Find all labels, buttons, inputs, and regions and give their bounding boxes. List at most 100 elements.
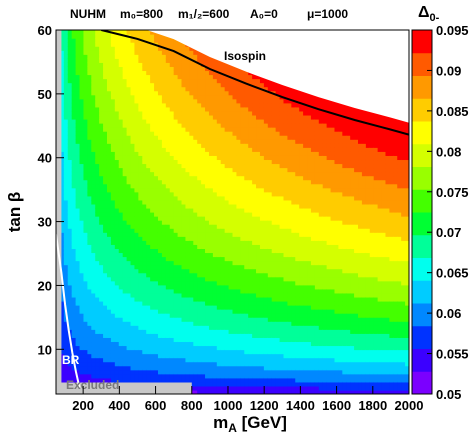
- heatmap-cell: [154, 353, 159, 359]
- heatmap-cell: [122, 296, 128, 302]
- heatmap-cell: [208, 94, 214, 100]
- heatmap-cell: [205, 203, 210, 209]
- heatmap-cell: [193, 236, 198, 241]
- heatmap-cell: [146, 292, 151, 298]
- heatmap-cell: [169, 42, 175, 47]
- heatmap-cell: [67, 288, 73, 294]
- heatmap-cell: [126, 276, 132, 282]
- heatmap-cell: [244, 110, 249, 116]
- heatmap-cell: [122, 143, 128, 148]
- heatmap-cell: [244, 252, 249, 258]
- heatmap-cell: [216, 268, 222, 274]
- heatmap-cell: [91, 341, 96, 347]
- heatmap-cell: [256, 143, 261, 148]
- heatmap-cell: [106, 66, 112, 72]
- heatmap-cell: [126, 70, 132, 76]
- heatmap-cell: [142, 94, 147, 100]
- heatmap-cell: [150, 321, 155, 326]
- heatmap-cell: [103, 54, 108, 59]
- heatmap-cell: [99, 248, 104, 254]
- heatmap-cell: [161, 292, 167, 298]
- heatmap-cell: [146, 78, 151, 84]
- heatmap-cell: [142, 127, 147, 132]
- heatmap-cell: [197, 373, 202, 379]
- heatmap-cell: [205, 309, 210, 314]
- heatmap-cell: [236, 207, 241, 213]
- heatmap-cell: [59, 175, 65, 181]
- heatmap-cell: [216, 337, 222, 343]
- heatmap-cell: [201, 98, 206, 104]
- heatmap-cell: [256, 325, 261, 330]
- heatmap-cell: [87, 248, 92, 254]
- heatmap-cell: [228, 90, 234, 96]
- heatmap-cell: [173, 155, 179, 161]
- heatmap-cell: [146, 110, 151, 116]
- heatmap-cell: [208, 284, 214, 290]
- heatmap-cell: [75, 361, 81, 367]
- heatmap-cell: [126, 114, 132, 120]
- heatmap-cell: [114, 365, 120, 371]
- heatmap-cell: [157, 34, 163, 39]
- heatmap-cell: [87, 66, 92, 72]
- heatmap-cell: [248, 220, 253, 225]
- heatmap-cell: [99, 309, 104, 314]
- heatmap-cell: [134, 309, 139, 314]
- heatmap-cell: [106, 284, 112, 290]
- heatmap-cell: [197, 272, 202, 278]
- heatmap-cell: [181, 309, 187, 314]
- heatmap-cell: [165, 159, 171, 165]
- heatmap-cell: [244, 373, 249, 379]
- heatmap-cell: [181, 345, 187, 351]
- heatmap-cell: [244, 179, 249, 185]
- heatmap-cell: [79, 179, 85, 185]
- heatmap-cell: [126, 106, 132, 112]
- heatmap-cell: [252, 94, 257, 100]
- heatmap-cell: [134, 369, 139, 375]
- heatmap-cell: [236, 292, 241, 298]
- heatmap-cell: [252, 353, 257, 359]
- heatmap-cell: [95, 317, 100, 322]
- heatmap-cell: [161, 58, 167, 63]
- heatmap-cell: [236, 155, 241, 161]
- heatmap-cell: [67, 305, 73, 310]
- heatmap-cell: [193, 333, 198, 338]
- heatmap-cell: [177, 70, 183, 76]
- heatmap-cell: [157, 74, 163, 80]
- heatmap-cell: [118, 58, 124, 63]
- heatmap-cell: [79, 296, 85, 302]
- heatmap-cell: [63, 337, 69, 343]
- heatmap-cell: [201, 110, 206, 116]
- heatmap-cell: [114, 276, 120, 282]
- heatmap-cell: [110, 317, 116, 322]
- heatmap-cell: [150, 224, 155, 229]
- heatmap-cell: [150, 361, 155, 367]
- heatmap-cell: [126, 147, 132, 152]
- heatmap-cell: [240, 349, 245, 355]
- heatmap-cell: [185, 90, 190, 96]
- heatmap-cell: [126, 365, 132, 371]
- heatmap-cell: [95, 361, 100, 367]
- heatmap-cell: [224, 244, 230, 249]
- heatmap-cell: [197, 199, 202, 205]
- heatmap-cell: [130, 175, 136, 181]
- heatmap-cell: [126, 329, 132, 334]
- heatmap-cell: [130, 187, 136, 193]
- heatmap-cell: [189, 110, 194, 116]
- heatmap-cell: [83, 252, 88, 258]
- heatmap-cell: [271, 296, 277, 302]
- heatmap-cell: [83, 309, 88, 314]
- heatmap-cell: [95, 256, 100, 262]
- heatmap-cell: [267, 373, 273, 379]
- heatmap-cell: [130, 50, 136, 55]
- heatmap-cell: [212, 70, 218, 76]
- heatmap-cell: [259, 288, 265, 294]
- heatmap-cell: [197, 377, 202, 383]
- heatmap-cell: [87, 216, 92, 221]
- heatmap-cell: [259, 155, 265, 161]
- heatmap-cell: [236, 381, 241, 387]
- heatmap-cell: [138, 167, 143, 173]
- heatmap-cell: [75, 90, 81, 96]
- heatmap-cell: [95, 224, 100, 229]
- heatmap-cell: [103, 272, 108, 278]
- heatmap-cell: [138, 268, 143, 274]
